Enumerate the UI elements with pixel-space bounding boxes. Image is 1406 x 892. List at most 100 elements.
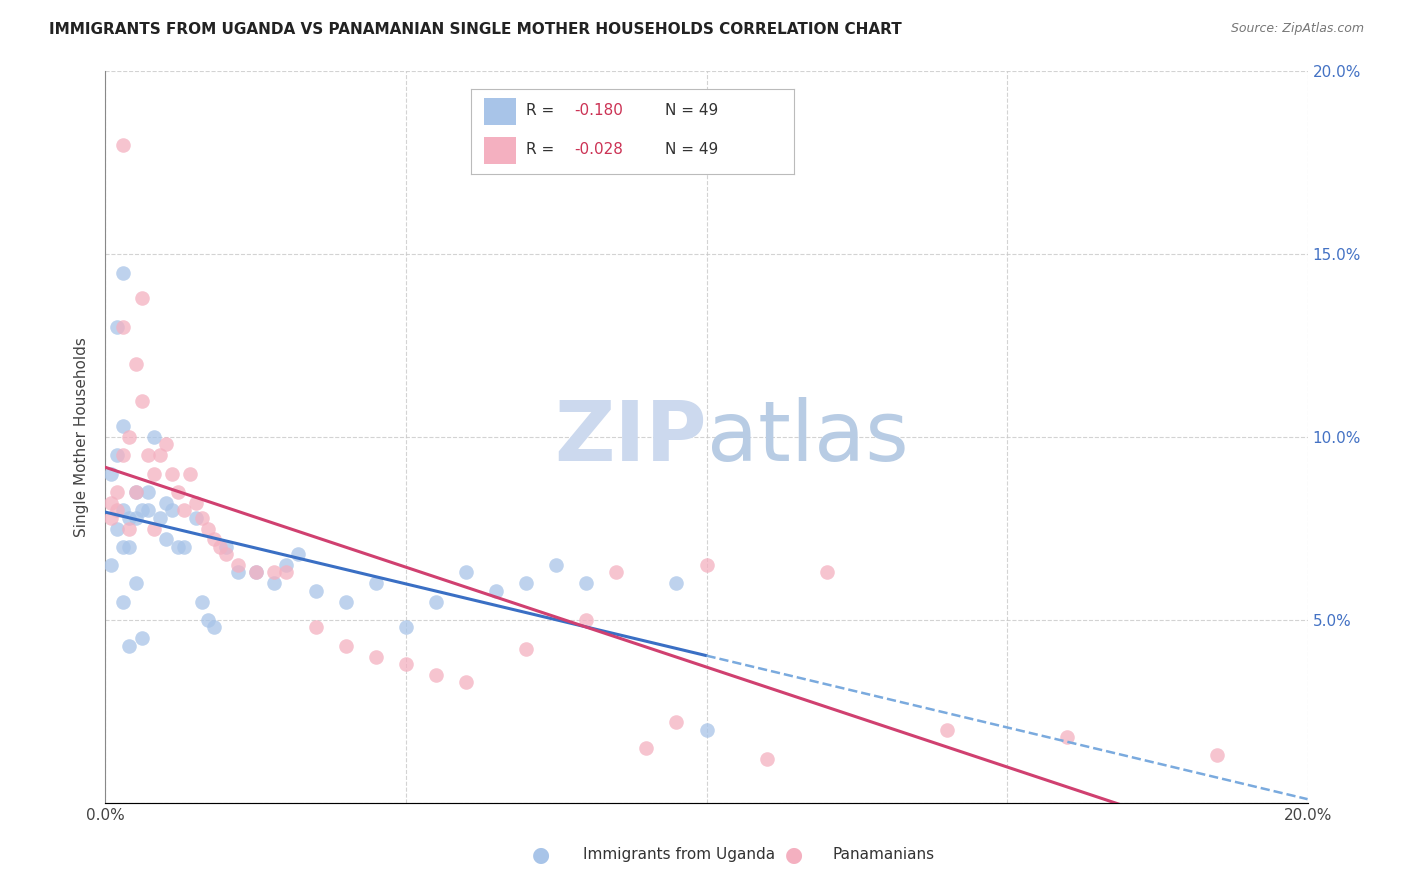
Point [665,576,688,591]
Point [100,496,122,510]
Point [245,566,267,580]
Point [274,566,297,580]
Point [755,752,778,766]
Point [546,558,568,573]
Point [395,657,418,671]
Point [575,613,598,627]
Bar [484,98,516,125]
Point [124,485,146,500]
Point [214,540,236,554]
Bar [484,136,516,164]
Point [226,558,249,573]
Point [263,576,285,591]
Point [696,723,718,737]
Point [202,620,225,634]
Point [100,467,122,481]
Point [155,437,177,451]
Point [131,632,153,646]
Point [1056,730,1078,744]
Point [815,566,838,580]
Point [112,419,135,434]
Text: IMMIGRANTS FROM UGANDA VS PANAMANIAN SINGLE MOTHER HOUSEHOLDS CORRELATION CHART: IMMIGRANTS FROM UGANDA VS PANAMANIAN SIN… [49,22,903,37]
Point [287,547,309,561]
Point [118,510,141,524]
Point [197,521,219,535]
Point [245,566,267,580]
Text: -0.180: -0.180 [575,103,623,119]
Point [184,496,207,510]
Text: -0.028: -0.028 [575,143,623,157]
Point [100,510,122,524]
Point [364,576,387,591]
Point [214,547,236,561]
Text: Panamanians: Panamanians [832,847,935,862]
Point [936,723,959,737]
Point [131,503,153,517]
Point [112,503,135,517]
Point [148,449,170,463]
Point [515,576,537,591]
Point [208,540,231,554]
Point [107,485,129,500]
Point [118,521,141,535]
Text: Immigrants from Uganda: Immigrants from Uganda [583,847,776,862]
Text: atlas: atlas [707,397,908,477]
Point [148,510,170,524]
Point [160,503,183,517]
Point [454,675,477,690]
Text: N = 49: N = 49 [665,143,718,157]
Text: Source: ZipAtlas.com: Source: ZipAtlas.com [1230,22,1364,36]
Point [136,503,159,517]
Point [136,485,159,500]
Point [485,583,508,598]
Point [605,566,627,580]
Point [173,503,195,517]
Point [112,540,135,554]
Point [425,667,447,681]
Point [202,533,225,547]
Point [335,639,357,653]
Point [305,583,328,598]
Point [160,467,183,481]
Point [454,566,477,580]
Point [124,357,146,371]
Point [305,620,328,634]
Point [263,566,285,580]
Point [112,137,135,152]
Point [124,485,146,500]
Point [335,594,357,608]
Point [226,566,249,580]
Point [131,393,153,408]
Point [1206,748,1229,763]
Point [107,521,129,535]
Point [197,613,219,627]
Point [636,740,658,755]
Point [190,594,212,608]
Point [696,558,718,573]
Point [112,449,135,463]
Point [136,449,159,463]
Point [364,649,387,664]
Point [425,594,447,608]
Point [118,430,141,444]
Point [112,594,135,608]
Point [124,576,146,591]
Point [112,266,135,280]
Text: ●: ● [786,845,803,864]
Point [395,620,418,634]
Text: R =: R = [526,143,560,157]
Point [190,510,212,524]
Point [155,533,177,547]
Point [184,510,207,524]
Point [107,449,129,463]
Text: N = 49: N = 49 [665,103,718,119]
Text: ZIP: ZIP [554,397,707,477]
Point [107,320,129,334]
Point [118,540,141,554]
Point [142,521,165,535]
Y-axis label: Single Mother Households: Single Mother Households [75,337,90,537]
Point [166,485,188,500]
Point [112,320,135,334]
Point [665,715,688,730]
Point [142,467,165,481]
